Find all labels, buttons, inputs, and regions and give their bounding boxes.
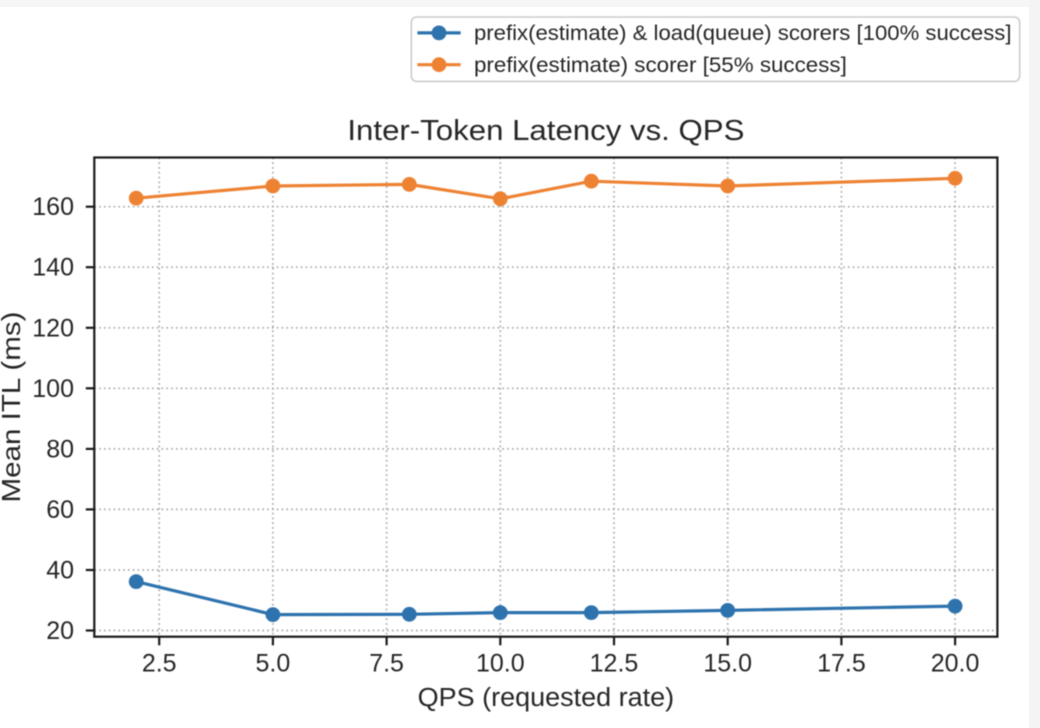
svg-text:160: 160 bbox=[32, 193, 74, 221]
svg-text:80: 80 bbox=[46, 435, 74, 463]
svg-text:40: 40 bbox=[46, 557, 74, 585]
svg-text:prefix(estimate) scorer [55% s: prefix(estimate) scorer [55% success] bbox=[474, 54, 847, 77]
svg-text:15.0: 15.0 bbox=[703, 650, 752, 678]
svg-text:20: 20 bbox=[46, 617, 74, 645]
svg-text:20.0: 20.0 bbox=[931, 650, 980, 678]
svg-text:2.5: 2.5 bbox=[142, 650, 177, 678]
svg-text:120: 120 bbox=[32, 314, 74, 342]
svg-text:100: 100 bbox=[32, 375, 74, 403]
svg-text:7.5: 7.5 bbox=[369, 650, 404, 678]
svg-text:17.5: 17.5 bbox=[817, 650, 866, 678]
svg-text:12.5: 12.5 bbox=[590, 650, 639, 678]
svg-text:140: 140 bbox=[32, 254, 74, 282]
svg-text:Inter-Token Latency vs. QPS: Inter-Token Latency vs. QPS bbox=[347, 115, 744, 147]
svg-text:60: 60 bbox=[46, 496, 74, 524]
svg-text:Mean ITL (ms): Mean ITL (ms) bbox=[0, 312, 26, 503]
svg-text:prefix(estimate) & load(queue): prefix(estimate) & load(queue) scorers [… bbox=[474, 22, 1012, 45]
svg-text:QPS (requested rate): QPS (requested rate) bbox=[418, 684, 675, 712]
svg-text:10.0: 10.0 bbox=[476, 650, 525, 678]
svg-text:5.0: 5.0 bbox=[256, 650, 291, 678]
